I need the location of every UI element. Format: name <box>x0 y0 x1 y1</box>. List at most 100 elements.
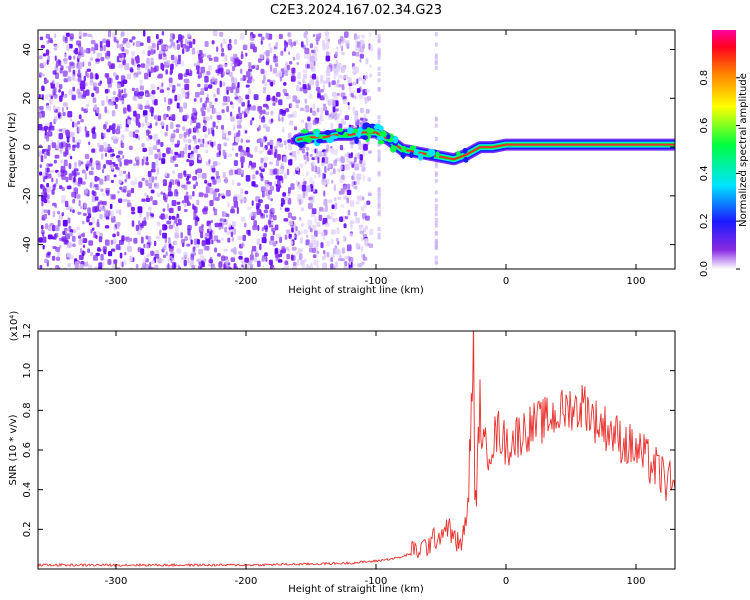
spectrogram-cell <box>218 193 221 198</box>
spectrogram-cell <box>361 166 366 172</box>
spectrogram-cell <box>233 196 238 203</box>
signal-blob <box>335 128 344 133</box>
spectrogram-cell <box>107 82 112 88</box>
spectrogram-cell <box>143 243 146 249</box>
spectrogram-cell <box>72 209 75 214</box>
spectrogram-cell <box>118 95 124 101</box>
spectrogram-cell <box>175 128 180 134</box>
spectrogram-cell <box>99 80 102 84</box>
spectrogram-cell <box>71 94 76 101</box>
spectrogram-cell <box>351 51 356 57</box>
spectrogram-cell <box>361 261 365 266</box>
spectrogram-cell <box>336 240 340 245</box>
spectrogram-cell <box>202 138 205 144</box>
spectrogram-cell <box>235 86 240 94</box>
spectrogram-cell <box>234 39 237 45</box>
spectrogram-cell <box>56 256 60 262</box>
spectrogram-cell <box>124 259 127 265</box>
spectrogram-cell <box>151 213 154 218</box>
spectrogram-cell <box>274 224 279 231</box>
spectrogram-cell <box>360 237 364 242</box>
spectrogram-cell <box>84 126 87 132</box>
spectrogram-cell <box>47 234 53 240</box>
spectrogram-cell <box>252 34 256 38</box>
spectrogram-cell <box>38 105 44 110</box>
spectrogram-cell <box>60 169 64 177</box>
spectrogram-cell <box>142 110 148 116</box>
spectrogram-cell <box>223 263 226 269</box>
spectrogram-cell <box>204 134 208 138</box>
spectrogram-cell <box>325 178 330 185</box>
spectrogram-cell <box>341 51 345 56</box>
spectrogram-cell <box>52 104 56 112</box>
spectrogram-cell <box>141 177 145 181</box>
spectrogram-cell <box>43 213 48 220</box>
spectrogram-cell <box>141 220 147 226</box>
spectrogram-cell <box>276 153 281 161</box>
spectrogram-cell <box>187 257 190 264</box>
spectrogram-cell <box>206 71 211 76</box>
spectrogram-cell <box>104 106 107 113</box>
spectrogram-cell <box>54 154 60 159</box>
spectrogram-cell <box>322 40 325 47</box>
spectrogram-cell <box>44 258 48 264</box>
spectrogram-cell <box>274 153 277 159</box>
spectrogram-cell <box>116 155 121 159</box>
spectrogram-cell <box>339 109 342 117</box>
spectrogram-cell <box>216 239 221 243</box>
spectrogram-cell <box>145 235 149 240</box>
spectrogram-cell <box>110 248 116 252</box>
spectrogram-cell <box>434 268 438 269</box>
spectrogram-cell <box>369 64 372 68</box>
spectrogram-cell <box>377 227 381 232</box>
spectrogram-cell <box>168 237 171 244</box>
spectrogram-cell <box>57 210 61 215</box>
spectrogram-cell <box>77 75 82 83</box>
spectrogram-cell <box>198 226 204 233</box>
spectrogram-cell <box>377 49 381 54</box>
spectrogram-cell <box>65 149 69 156</box>
spectrogram-cell <box>211 76 215 83</box>
spectrogram-cell <box>324 31 329 37</box>
spectrogram-cell <box>135 129 140 133</box>
spectrogram-cell <box>94 148 97 154</box>
spectrogram-cell <box>217 115 222 120</box>
spectrogram-cell <box>377 188 381 193</box>
spectrogram-cell <box>268 240 274 246</box>
snr-x-tick-label: -200 <box>235 576 258 587</box>
spectrogram-cell <box>349 200 355 207</box>
spectrogram-cell <box>131 50 136 57</box>
spectrogram-cell <box>110 211 114 218</box>
signal-blob <box>351 128 359 133</box>
spectrogram-cell <box>199 138 203 145</box>
spectrogram-cell <box>323 198 328 206</box>
spectrogram-cell <box>227 213 230 218</box>
spectrogram-cell <box>281 127 285 133</box>
spectrogram-cell <box>122 107 127 114</box>
spectrogram-cell <box>213 93 216 98</box>
spectrogram-cell <box>204 83 209 88</box>
spectrogram-cell <box>174 232 179 239</box>
spectrogram-cell <box>307 219 313 227</box>
spectrogram-cell <box>148 182 153 189</box>
spectrogram-cell <box>288 38 293 46</box>
spectrogram-cell <box>184 83 190 91</box>
spectrogram-cell <box>359 159 363 164</box>
spectrogram-cell <box>321 157 325 163</box>
spectrogram-cell <box>274 247 279 254</box>
spectrogram-cell <box>313 164 316 172</box>
spectrogram-cell <box>149 106 154 113</box>
snr-x-tick-label: -100 <box>365 576 388 587</box>
spectrogram-cell <box>183 170 186 176</box>
spectrogram-cell <box>328 113 333 120</box>
spectrogram-cell <box>109 149 115 153</box>
spectrogram-cell <box>154 253 160 259</box>
spectrogram-cell <box>311 161 315 165</box>
spectrogram-cell <box>165 251 168 256</box>
spectrogram-cell <box>195 169 198 175</box>
spectrogram-cell <box>82 244 86 249</box>
spectrogram-cell <box>122 154 125 159</box>
spectrogram-cell <box>267 150 272 155</box>
spectrogram-cell <box>146 92 151 98</box>
spectrogram-cell <box>358 77 363 81</box>
